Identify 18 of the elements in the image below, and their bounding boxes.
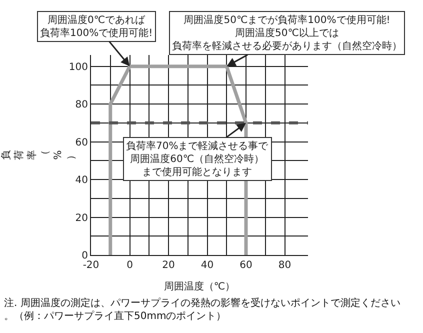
annotation: 負荷率70%まで軽減させる事で周囲温度60℃（自然空冷時）まで使用可能となります (126, 140, 270, 178)
y-tick-label: 80 (75, 100, 88, 111)
y-tick-label: 100 (68, 62, 88, 73)
x-tick-label: 40 (200, 260, 214, 271)
y-tick-label: 40 (75, 175, 88, 186)
x-tick-label: 20 (162, 260, 175, 271)
x-axis-title: 周囲温度（℃） (164, 280, 236, 292)
x-tick-label: 60 (240, 260, 252, 271)
text: 注. 周囲温度の測定は、パワーサプライの発熱の影響を受けないポイントで測定ください。（例：パワーサプライ直下50mmのポイント） (4, 297, 400, 322)
x-tick-label: -20 (82, 260, 100, 271)
annotation: 周囲温度50℃までが負荷率100%で使用可能!周囲温度50℃以上では負荷率を軽減させる必要があります（自然空冷時） (172, 14, 402, 52)
y-tick-label: 60 (75, 137, 88, 148)
y-tick-label: 0 (82, 250, 88, 262)
y-tick-label: 20 (75, 212, 88, 224)
annotation: 周囲温度0℃であれば負荷率100%で使用可能! (40, 14, 153, 39)
x-tick-label: 0 (126, 260, 133, 271)
x-tick-label: 80 (278, 260, 292, 271)
y-axis-title: 負荷率（%） (0, 150, 77, 160)
